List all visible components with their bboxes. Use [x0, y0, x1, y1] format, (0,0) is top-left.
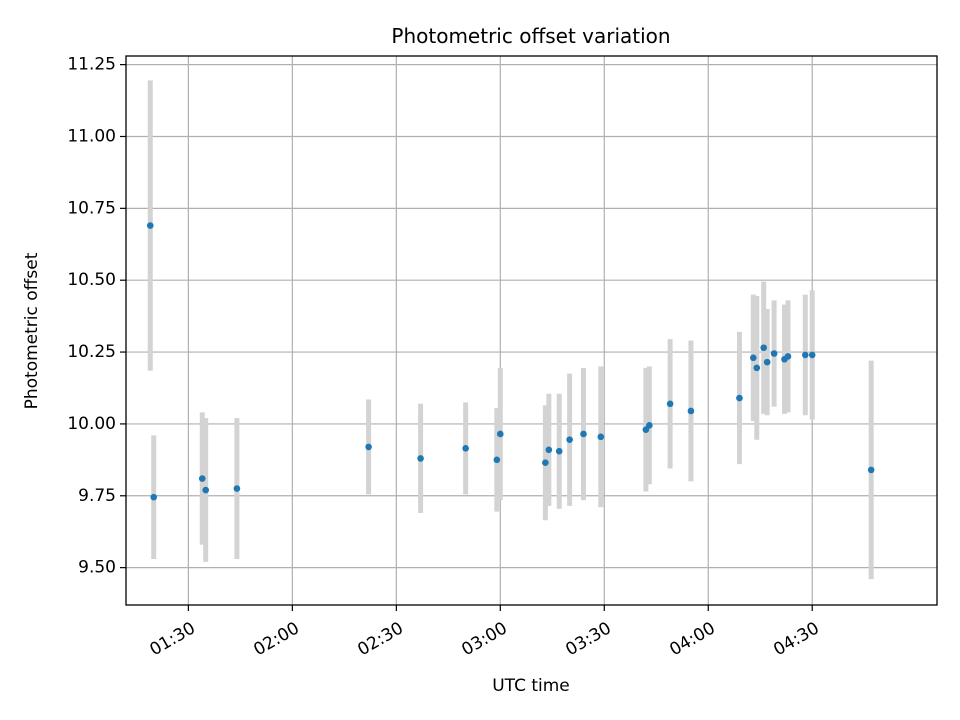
grid	[126, 56, 937, 605]
y-tick-label: 9.50	[78, 558, 116, 578]
data-point	[146, 222, 154, 229]
data-point	[497, 430, 504, 438]
chart-title: Photometric offset variation	[391, 24, 670, 48]
data-point	[687, 407, 695, 415]
data-point	[542, 459, 549, 467]
y-axis: 9.50 9.75 10.00 10.25 10.50 10.75 11.00 11.25	[67, 55, 126, 578]
data-point	[646, 422, 653, 429]
data-points	[146, 222, 875, 501]
data-point	[233, 485, 241, 492]
data-point	[580, 430, 587, 438]
data-point	[763, 358, 771, 366]
y-tick-label: 10.75	[67, 198, 116, 218]
data-point	[770, 350, 778, 357]
data-point	[417, 455, 424, 462]
plot-area	[126, 56, 937, 605]
data-point	[150, 493, 158, 501]
y-tick-label: 10.25	[67, 342, 116, 362]
data-point	[753, 364, 761, 372]
data-point	[555, 447, 563, 455]
data-point	[801, 351, 809, 359]
y-tick-label: 10.00	[67, 414, 116, 434]
y-tick-label: 11.00	[67, 126, 116, 146]
data-point	[750, 354, 757, 362]
data-point	[808, 351, 816, 359]
y-tick-label: 11.25	[67, 55, 116, 75]
y-tick-label: 10.50	[67, 270, 116, 290]
data-point	[493, 456, 501, 464]
data-point	[198, 475, 206, 482]
x-axis-label: UTC time	[492, 676, 570, 696]
data-point	[202, 486, 210, 494]
data-point	[597, 433, 605, 441]
y-axis-label: Photometric offset	[22, 252, 42, 409]
data-point	[566, 436, 573, 444]
plot-frame	[125, 55, 938, 606]
data-point	[545, 446, 553, 454]
data-point	[736, 394, 743, 402]
data-point	[867, 466, 875, 474]
data-point	[462, 445, 469, 452]
data-point	[784, 353, 792, 360]
data-point	[760, 344, 768, 352]
data-point	[365, 443, 372, 451]
y-tick-label: 9.75	[78, 486, 116, 506]
data-point	[666, 400, 674, 408]
